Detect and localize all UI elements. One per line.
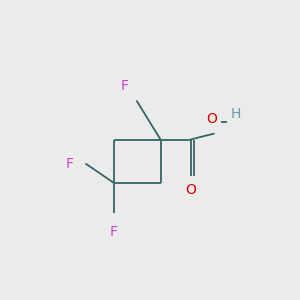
Text: F: F (110, 225, 118, 239)
Text: O: O (185, 183, 196, 197)
Text: F: F (65, 157, 74, 170)
Text: H: H (230, 107, 241, 122)
Text: O: O (206, 112, 217, 126)
Text: F: F (121, 79, 128, 92)
